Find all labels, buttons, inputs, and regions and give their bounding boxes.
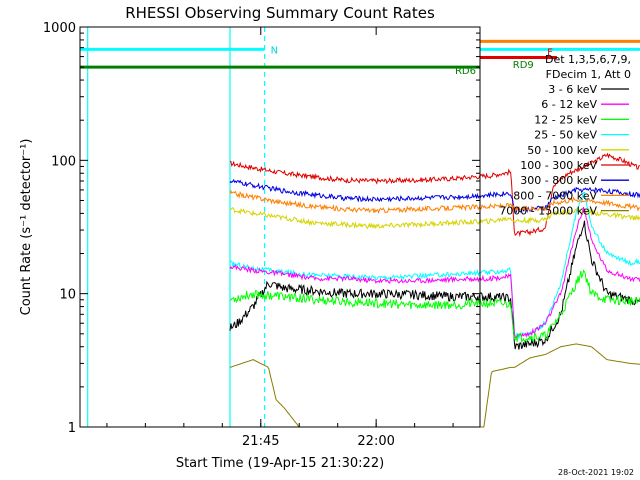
x-tick-label-1: 22:00 <box>357 434 394 449</box>
series-line-2 <box>229 189 640 215</box>
legend-header-0: Det 1,3,5,6,7,9, <box>545 53 631 66</box>
legend-label-2: 12 - 25 keV <box>534 113 597 126</box>
series-line-0 <box>229 152 640 238</box>
series-line-7 <box>229 269 640 343</box>
legend-header-1: FDecim 1, Att 0 <box>546 68 631 81</box>
series-line-3 <box>229 207 640 230</box>
data-series <box>229 152 640 428</box>
y-tick-label-2: 100 <box>51 154 76 169</box>
series-line-1 <box>229 178 640 214</box>
y-tick-label-1: 10 <box>59 288 76 303</box>
legend-label-0: 3 - 6 keV <box>548 83 597 96</box>
legend-label-6: 300 - 800 keV <box>520 174 597 187</box>
legend-label-4: 50 - 100 keV <box>527 144 597 157</box>
series-line-5 <box>229 206 640 339</box>
y-tick-label-3: 1000 <box>43 21 76 36</box>
y-axis-label: Count Rate (s⁻¹ detector⁻¹) <box>19 139 34 316</box>
legend-label-3: 25 - 50 keV <box>534 129 597 142</box>
chart-title: RHESSI Observing Summary Count Rates <box>125 4 435 22</box>
legend: Det 1,3,5,6,7,9, FDecim 1, Att 0 3 - 6 keV… <box>499 53 631 218</box>
x-tick-label-0: 21:45 <box>242 434 279 449</box>
series-line-6 <box>229 220 640 350</box>
legend-label-5: 100 - 300 keV <box>520 159 597 172</box>
footer-timestamp: 28-Oct-2021 19:02 <box>558 468 634 477</box>
legend-label-1: 6 - 12 keV <box>541 98 597 111</box>
flag-label-n: N <box>271 45 278 56</box>
plot-frame <box>79 26 481 428</box>
flag-label-f: F <box>547 48 553 59</box>
x-axis-label: Start Time (19-Apr-15 21:30:22) <box>176 456 384 471</box>
legend-label-8: 7000 - 15000 keV <box>499 205 597 218</box>
y-tick-label-0: 1 <box>68 421 76 436</box>
flag-bars: NSFRD9RD6 <box>80 39 640 77</box>
series-line-4 <box>229 191 640 340</box>
flag-label-rd9: RD9 <box>513 60 534 71</box>
axes: 21:45 22:00 1 10 100 1000 <box>43 21 480 449</box>
flag-label-rd6: RD6 <box>455 66 476 77</box>
flag-marker-lines <box>87 27 266 427</box>
legend-label-7: 800 - 7000 keV <box>513 189 597 202</box>
